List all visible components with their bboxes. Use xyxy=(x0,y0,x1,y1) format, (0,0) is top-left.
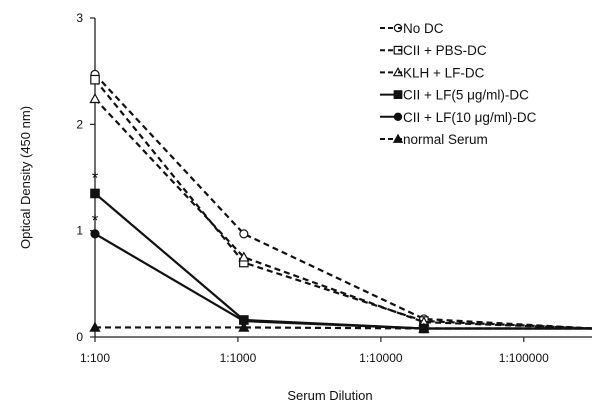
series-line xyxy=(94,73,593,330)
significance-asterisk: * xyxy=(92,169,99,188)
legend-item: KLH + LF-DC xyxy=(380,65,485,80)
legend-item: normal Serum xyxy=(380,132,488,147)
annotations: ** xyxy=(92,169,99,231)
filled-circle-marker xyxy=(90,229,100,239)
open-triangle-marker xyxy=(238,251,250,262)
x-axis-title: Serum Dilution xyxy=(287,388,372,403)
legend-label: CII + LF(10 μg/ml)-DC xyxy=(403,110,537,125)
legend-label: CII + PBS-DC xyxy=(403,43,487,58)
open-circle-marker xyxy=(239,229,249,239)
legend-item: CII + LF(10 μg/ml)-DC xyxy=(380,110,537,125)
series-group xyxy=(89,69,593,334)
y-tick-label: 3 xyxy=(76,11,83,25)
filled-triangle-marker xyxy=(238,321,250,332)
series-2 xyxy=(89,92,593,330)
x-tick-label: 1:10000 xyxy=(359,351,403,365)
series-line xyxy=(95,326,592,330)
filled-square-marker xyxy=(90,188,100,199)
filled-triangle-marker xyxy=(418,322,430,333)
legend: No DC CII + PBS-DC KLH + LF-DC CII + LF(5 μ… xyxy=(380,21,537,147)
filled-triangle-marker xyxy=(89,321,101,332)
y-tick-label: 0 xyxy=(76,330,83,344)
x-tick-label: 1:1000 xyxy=(220,351,257,365)
legend-item: CII + LF(5 μg/ml)-DC xyxy=(380,88,529,103)
series-5 xyxy=(89,321,592,333)
y-axis-title: Optical Density (450 nm) xyxy=(18,106,33,249)
open-square-marker xyxy=(90,74,100,85)
legend-label: CII + LF(5 μg/ml)-DC xyxy=(403,88,529,103)
legend-item: CII + PBS-DC xyxy=(380,43,487,58)
open-triangle-marker xyxy=(89,92,101,104)
x-tick-label: 1:100 xyxy=(80,351,110,365)
y-tick-label: 1 xyxy=(76,224,83,238)
axes: 0 1 2 3 1:100 1:1000 1:10000 1:100000 Serum Dilu… xyxy=(18,11,592,403)
legend-label: KLH + LF-DC xyxy=(403,65,485,80)
significance-asterisk: * xyxy=(92,211,99,230)
series-line xyxy=(94,78,593,330)
series-4 xyxy=(90,229,592,334)
legend-label: normal Serum xyxy=(403,132,488,147)
legend-item: No DC xyxy=(380,21,444,36)
x-tick-label: 1:100000 xyxy=(499,351,549,365)
legend-label: No DC xyxy=(403,21,444,36)
series-3 xyxy=(90,188,592,334)
series-line xyxy=(94,192,592,330)
y-tick-label: 2 xyxy=(76,117,83,131)
series-line xyxy=(94,98,593,330)
series-line xyxy=(94,232,592,330)
